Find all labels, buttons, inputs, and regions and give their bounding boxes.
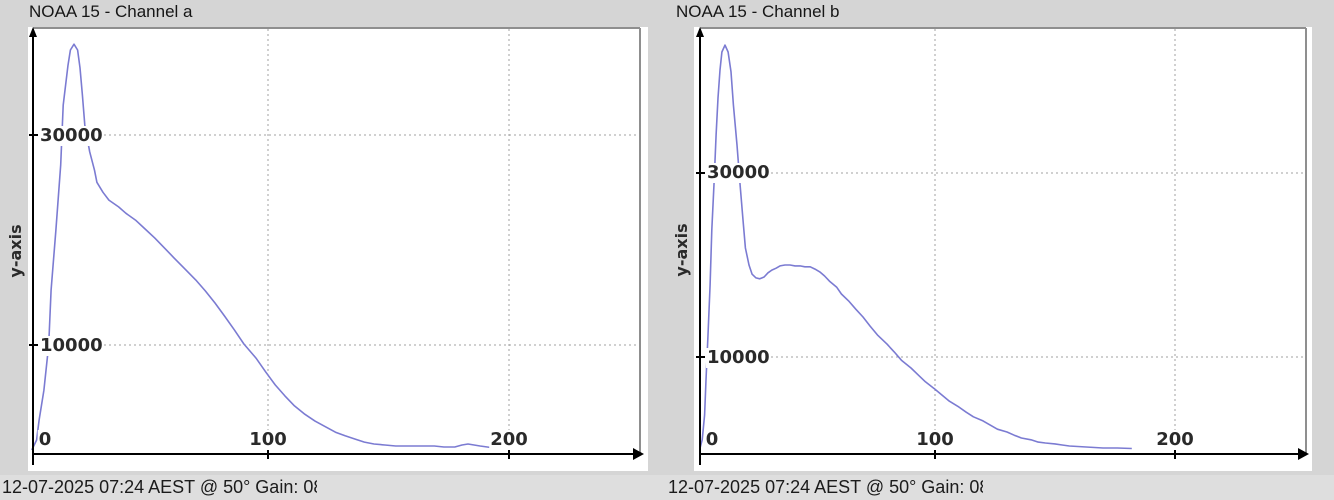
plot-canvas — [696, 27, 1309, 465]
caption: 12-07-2025 07:24 AEST @ 50° Gain: 08 — [668, 477, 1021, 499]
caption-bar — [0, 475, 1334, 500]
y-axis-arrow-icon — [696, 27, 704, 37]
chart-panel-channel-b: NOAA 15 - Channel b — [660, 0, 1334, 500]
y-axis-arrow-icon — [29, 27, 37, 37]
y-tick-label-10000: 10000 — [706, 347, 771, 368]
caption-text: 12-07-2025 07:24 AEST @ 50° Gain: 0 — [2, 477, 314, 497]
caption-text: 12-07-2025 07:24 AEST @ 50° Gain: 0 — [668, 477, 980, 497]
x-axis-arrow-icon — [1298, 448, 1309, 460]
y-tick-label-30000: 30000 — [706, 162, 771, 183]
chart-title: NOAA 15 - Channel b — [676, 2, 840, 21]
caption-clipped-glyph: 8 — [979, 477, 983, 498]
x-tick-label-100: 100 — [915, 429, 955, 450]
x-tick-label-0: 0 — [704, 429, 720, 450]
x-tick-label-0: 0 — [37, 429, 53, 450]
x-tick-label-200: 200 — [489, 429, 529, 450]
y-axis-title: y-axis — [6, 224, 25, 278]
caption-clipped-glyph: 8 — [313, 477, 317, 498]
x-tick-label-100: 100 — [248, 429, 288, 450]
histogram-curve — [31, 43, 507, 451]
y-axis-title: y-axis — [672, 223, 691, 277]
tick-marks — [29, 134, 510, 459]
tick-marks — [696, 172, 1176, 459]
chart-title: NOAA 15 - Channel a — [29, 2, 193, 21]
histogram-curve — [699, 44, 1132, 450]
plot-canvas — [29, 27, 644, 465]
chart-panel-channel-a: NOAA 15 - Channel a — [0, 0, 660, 500]
plot-area — [28, 27, 648, 471]
plot-frame — [700, 27, 1307, 454]
y-tick-label-30000: 30000 — [39, 125, 104, 146]
plot-frame — [33, 27, 641, 454]
y-tick-label-10000: 10000 — [39, 335, 104, 356]
caption: 12-07-2025 07:24 AEST @ 50° Gain: 08 — [2, 477, 355, 499]
x-axis-arrow-icon — [633, 448, 644, 460]
axes — [32, 29, 640, 465]
x-tick-label-200: 200 — [1155, 429, 1195, 450]
axes — [699, 29, 1305, 465]
gridlines — [34, 29, 639, 453]
gridlines — [701, 29, 1305, 453]
plot-area — [694, 27, 1312, 471]
